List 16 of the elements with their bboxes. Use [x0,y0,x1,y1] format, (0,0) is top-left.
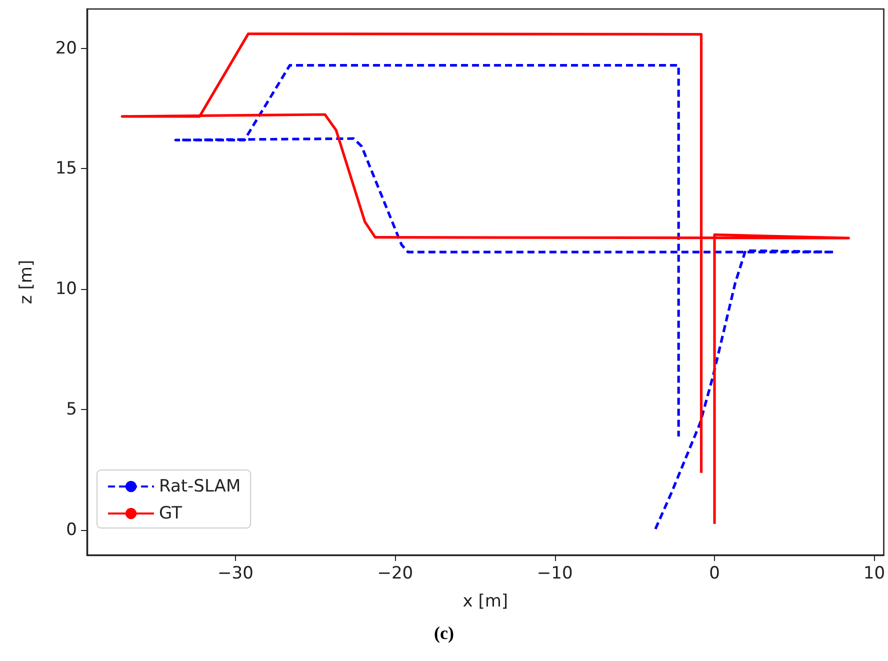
x-tick-label: 0 [709,564,720,584]
x-tick-label: −30 [218,564,254,584]
x-axis-title: x [m] [462,592,508,612]
legend-label: Rat-SLAM [159,476,241,496]
legend-label: GT [159,504,183,524]
y-tick-label: 5 [66,400,77,420]
x-tick-label: −10 [536,564,573,584]
x-tick-label: −20 [377,564,414,584]
x-tick-label: 10 [863,564,886,584]
y-tick-label: 0 [66,520,77,540]
text: (c) [434,623,454,643]
y-tick-label: 10 [55,279,77,300]
y-axis-title: z [m] [16,260,36,304]
line-series [120,32,850,526]
y-tick-label: 20 [55,38,77,58]
y-tick-label: 15 [55,158,77,179]
